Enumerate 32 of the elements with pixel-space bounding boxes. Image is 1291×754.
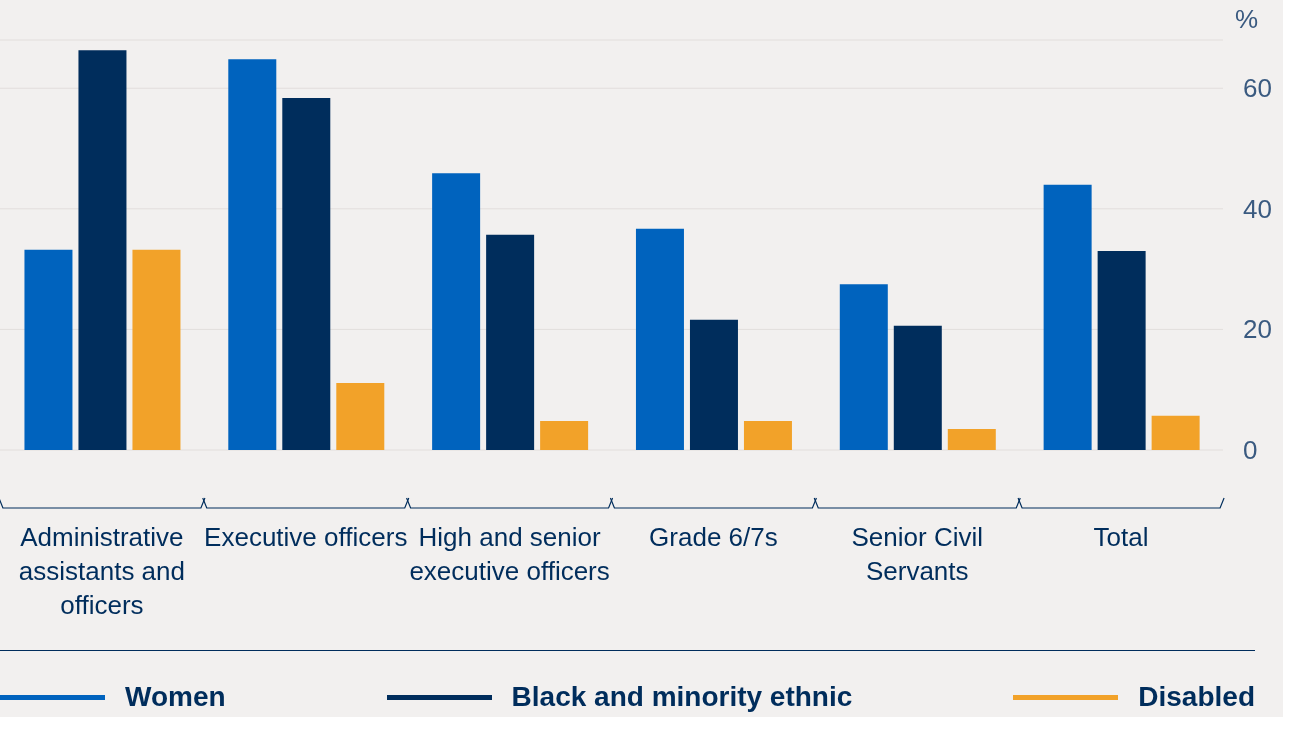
bar bbox=[743, 421, 792, 450]
y-tick-label: 60 bbox=[1243, 73, 1272, 104]
bar bbox=[336, 383, 385, 450]
bar bbox=[635, 228, 684, 450]
legend-label: Disabled bbox=[1138, 681, 1255, 713]
x-tick-label: Grade 6/7s bbox=[649, 522, 778, 552]
bar bbox=[689, 319, 738, 450]
x-tick-label: Executive officers bbox=[204, 522, 408, 552]
bar bbox=[24, 249, 73, 450]
bar bbox=[432, 173, 481, 450]
x-tick-label: Total bbox=[1093, 522, 1149, 552]
bar bbox=[839, 284, 888, 450]
bar bbox=[1151, 415, 1200, 450]
y-tick-label: 40 bbox=[1243, 193, 1272, 224]
x-tick-label: High and senior executive officers bbox=[409, 522, 610, 586]
bar bbox=[540, 421, 589, 450]
x-tick-label: Administrative assistants and officers bbox=[18, 522, 186, 620]
bar bbox=[947, 428, 996, 450]
legend-label: Black and minority ethnic bbox=[511, 681, 853, 713]
y-tick-label: 0 bbox=[1243, 435, 1258, 465]
bar bbox=[486, 234, 535, 450]
y-tick-label: 20 bbox=[1243, 314, 1272, 345]
x-tick-label: Senior Civil Servants bbox=[851, 522, 983, 586]
bar bbox=[78, 50, 127, 450]
bar bbox=[228, 59, 277, 450]
y-axis-title: % bbox=[1235, 4, 1259, 34]
bar bbox=[132, 249, 181, 450]
bar bbox=[893, 325, 942, 450]
legend-label: Women bbox=[125, 681, 226, 713]
bar bbox=[1097, 251, 1146, 450]
bar bbox=[1043, 184, 1092, 450]
bar bbox=[282, 97, 331, 450]
